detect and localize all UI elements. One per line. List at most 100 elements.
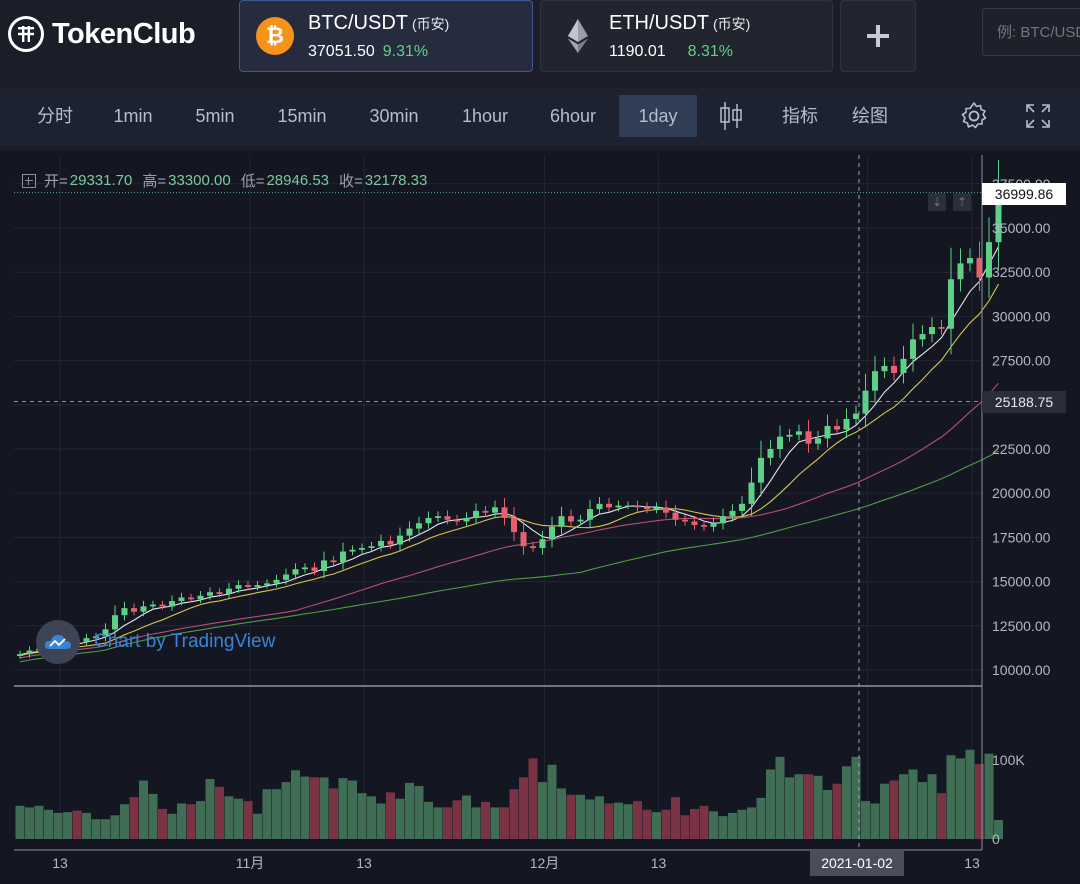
candle-body: [197, 595, 204, 600]
pair-search-input[interactable]: [982, 8, 1080, 56]
chart-type-button[interactable]: [710, 95, 752, 137]
volume-bar: [585, 799, 595, 839]
candle-body: [891, 365, 897, 373]
volume-bar: [728, 812, 737, 839]
volume-bar: [680, 815, 690, 839]
candle-body: [292, 569, 299, 575]
candle-body: [473, 510, 479, 518]
volume-bar: [823, 790, 832, 839]
brand-logo[interactable]: TokenClub: [8, 14, 196, 54]
volume-bar: [965, 749, 975, 839]
interval-tab-1min[interactable]: 1min: [113, 106, 153, 126]
volume-bar: [357, 793, 367, 839]
candle-body: [625, 505, 631, 507]
settings-button[interactable]: [952, 95, 996, 137]
candle-body: [444, 516, 451, 520]
pair-quote: 1190.01 8.31%: [609, 43, 733, 61]
interval-tab-15min[interactable]: 15min: [277, 106, 327, 126]
candle-body: [169, 601, 175, 607]
candle-body: [311, 567, 318, 571]
candle-body: [606, 503, 612, 508]
interval-tab-5min[interactable]: 5min: [195, 106, 235, 126]
draw-button[interactable]: 绘图: [852, 106, 888, 126]
interval-tab-1hour[interactable]: 1hour: [461, 106, 509, 126]
candle-body: [881, 365, 888, 372]
interval-tab-6hour[interactable]: 6hour: [549, 106, 597, 126]
candle-body: [672, 512, 679, 520]
interval-tab-30min[interactable]: 30min: [369, 106, 419, 126]
candle-body: [853, 413, 859, 419]
pair-quote: 37051.50 9.31%: [308, 43, 428, 61]
volume-bar: [91, 819, 101, 839]
indicators-button[interactable]: 指标: [782, 106, 818, 126]
candle-body: [634, 505, 641, 508]
candle-body: [805, 431, 812, 444]
volume-bar: [832, 783, 842, 839]
volume-bar: [908, 769, 918, 839]
candle-body: [302, 567, 308, 570]
time-tick-label: 13: [964, 855, 980, 871]
pair-tab-eth-usdt[interactable]: ETH/USDT (币安) 1190.01 8.31%: [540, 0, 833, 72]
volume-bar: [272, 789, 281, 839]
volume-bar: [557, 788, 566, 839]
candle-body: [967, 258, 973, 264]
candlestick-type-icon: [720, 102, 742, 130]
volume-bar: [538, 782, 547, 839]
candle-body: [397, 535, 403, 545]
chart-toolbar: 分时 1min 5min 15min 30min 1hour 6hour 1da…: [0, 88, 1080, 146]
candle-body: [83, 638, 90, 642]
volume-bar: [395, 798, 405, 839]
volume-bar: [661, 809, 671, 839]
add-pair-button[interactable]: [840, 0, 916, 72]
volume-bar: [500, 807, 509, 839]
volume-bar: [243, 801, 253, 839]
tradingview-cloud-icon: [36, 620, 80, 664]
price-chart[interactable]: 37500.0035000.0032500.0030000.0027500.00…: [0, 150, 1080, 884]
scroll-down-icon[interactable]: ⇣: [928, 193, 946, 211]
legend-collapse-icon[interactable]: [22, 173, 36, 188]
scroll-marker-icon[interactable]: ⇡: [953, 193, 971, 211]
candle-body: [872, 371, 878, 391]
volume-bar: [234, 798, 243, 839]
tradingview-watermark[interactable]: Chart by TradingView: [36, 620, 275, 664]
pair-exchange: (币安): [713, 16, 751, 32]
candle-body: [615, 505, 622, 508]
candle-body: [454, 519, 460, 522]
ma30-line: [19, 382, 999, 659]
volume-bar: [699, 805, 709, 839]
candle-body: [520, 532, 527, 547]
volume-bar: [937, 793, 946, 839]
volume-bar: [433, 807, 443, 839]
watermark-text: Chart by TradingView: [94, 631, 276, 652]
candle-body: [273, 579, 280, 584]
interval-tab-fenshi[interactable]: 分时: [37, 106, 73, 126]
interval-tab-1day[interactable]: 1day: [619, 95, 697, 137]
volume-bar: [813, 775, 823, 839]
candle-body: [264, 583, 270, 586]
price-tick-label: 10000.00: [992, 662, 1051, 678]
volume-bar: [300, 776, 310, 839]
candle-body: [340, 551, 346, 563]
price-tick-label: 30000.00: [992, 308, 1051, 324]
volume-bar: [167, 813, 177, 839]
pair-price: 37051.50: [308, 43, 375, 60]
candle-body: [501, 507, 508, 518]
pair-change: 8.31%: [687, 43, 734, 60]
candle-body: [568, 516, 574, 522]
candle-body: [862, 390, 869, 414]
time-tick-label: 13: [356, 855, 372, 871]
volume-bar: [946, 755, 956, 839]
volume-bar: [889, 780, 899, 839]
volume-bar: [927, 774, 937, 839]
pair-tab-btc-usdt[interactable]: ₿ BTC/USDT (币安) 37051.50 9.31%: [239, 0, 533, 72]
volume-bar: [291, 770, 300, 839]
candle-body: [900, 358, 907, 373]
candle-body: [482, 510, 489, 513]
legend-close-value: 32178.33: [364, 172, 428, 189]
volume-bar: [528, 758, 538, 839]
fullscreen-button[interactable]: [1016, 95, 1060, 137]
volume-bar: [490, 807, 500, 839]
volume-bar: [44, 809, 53, 839]
volume-bar: [63, 812, 72, 839]
volume-bar: [262, 789, 272, 839]
